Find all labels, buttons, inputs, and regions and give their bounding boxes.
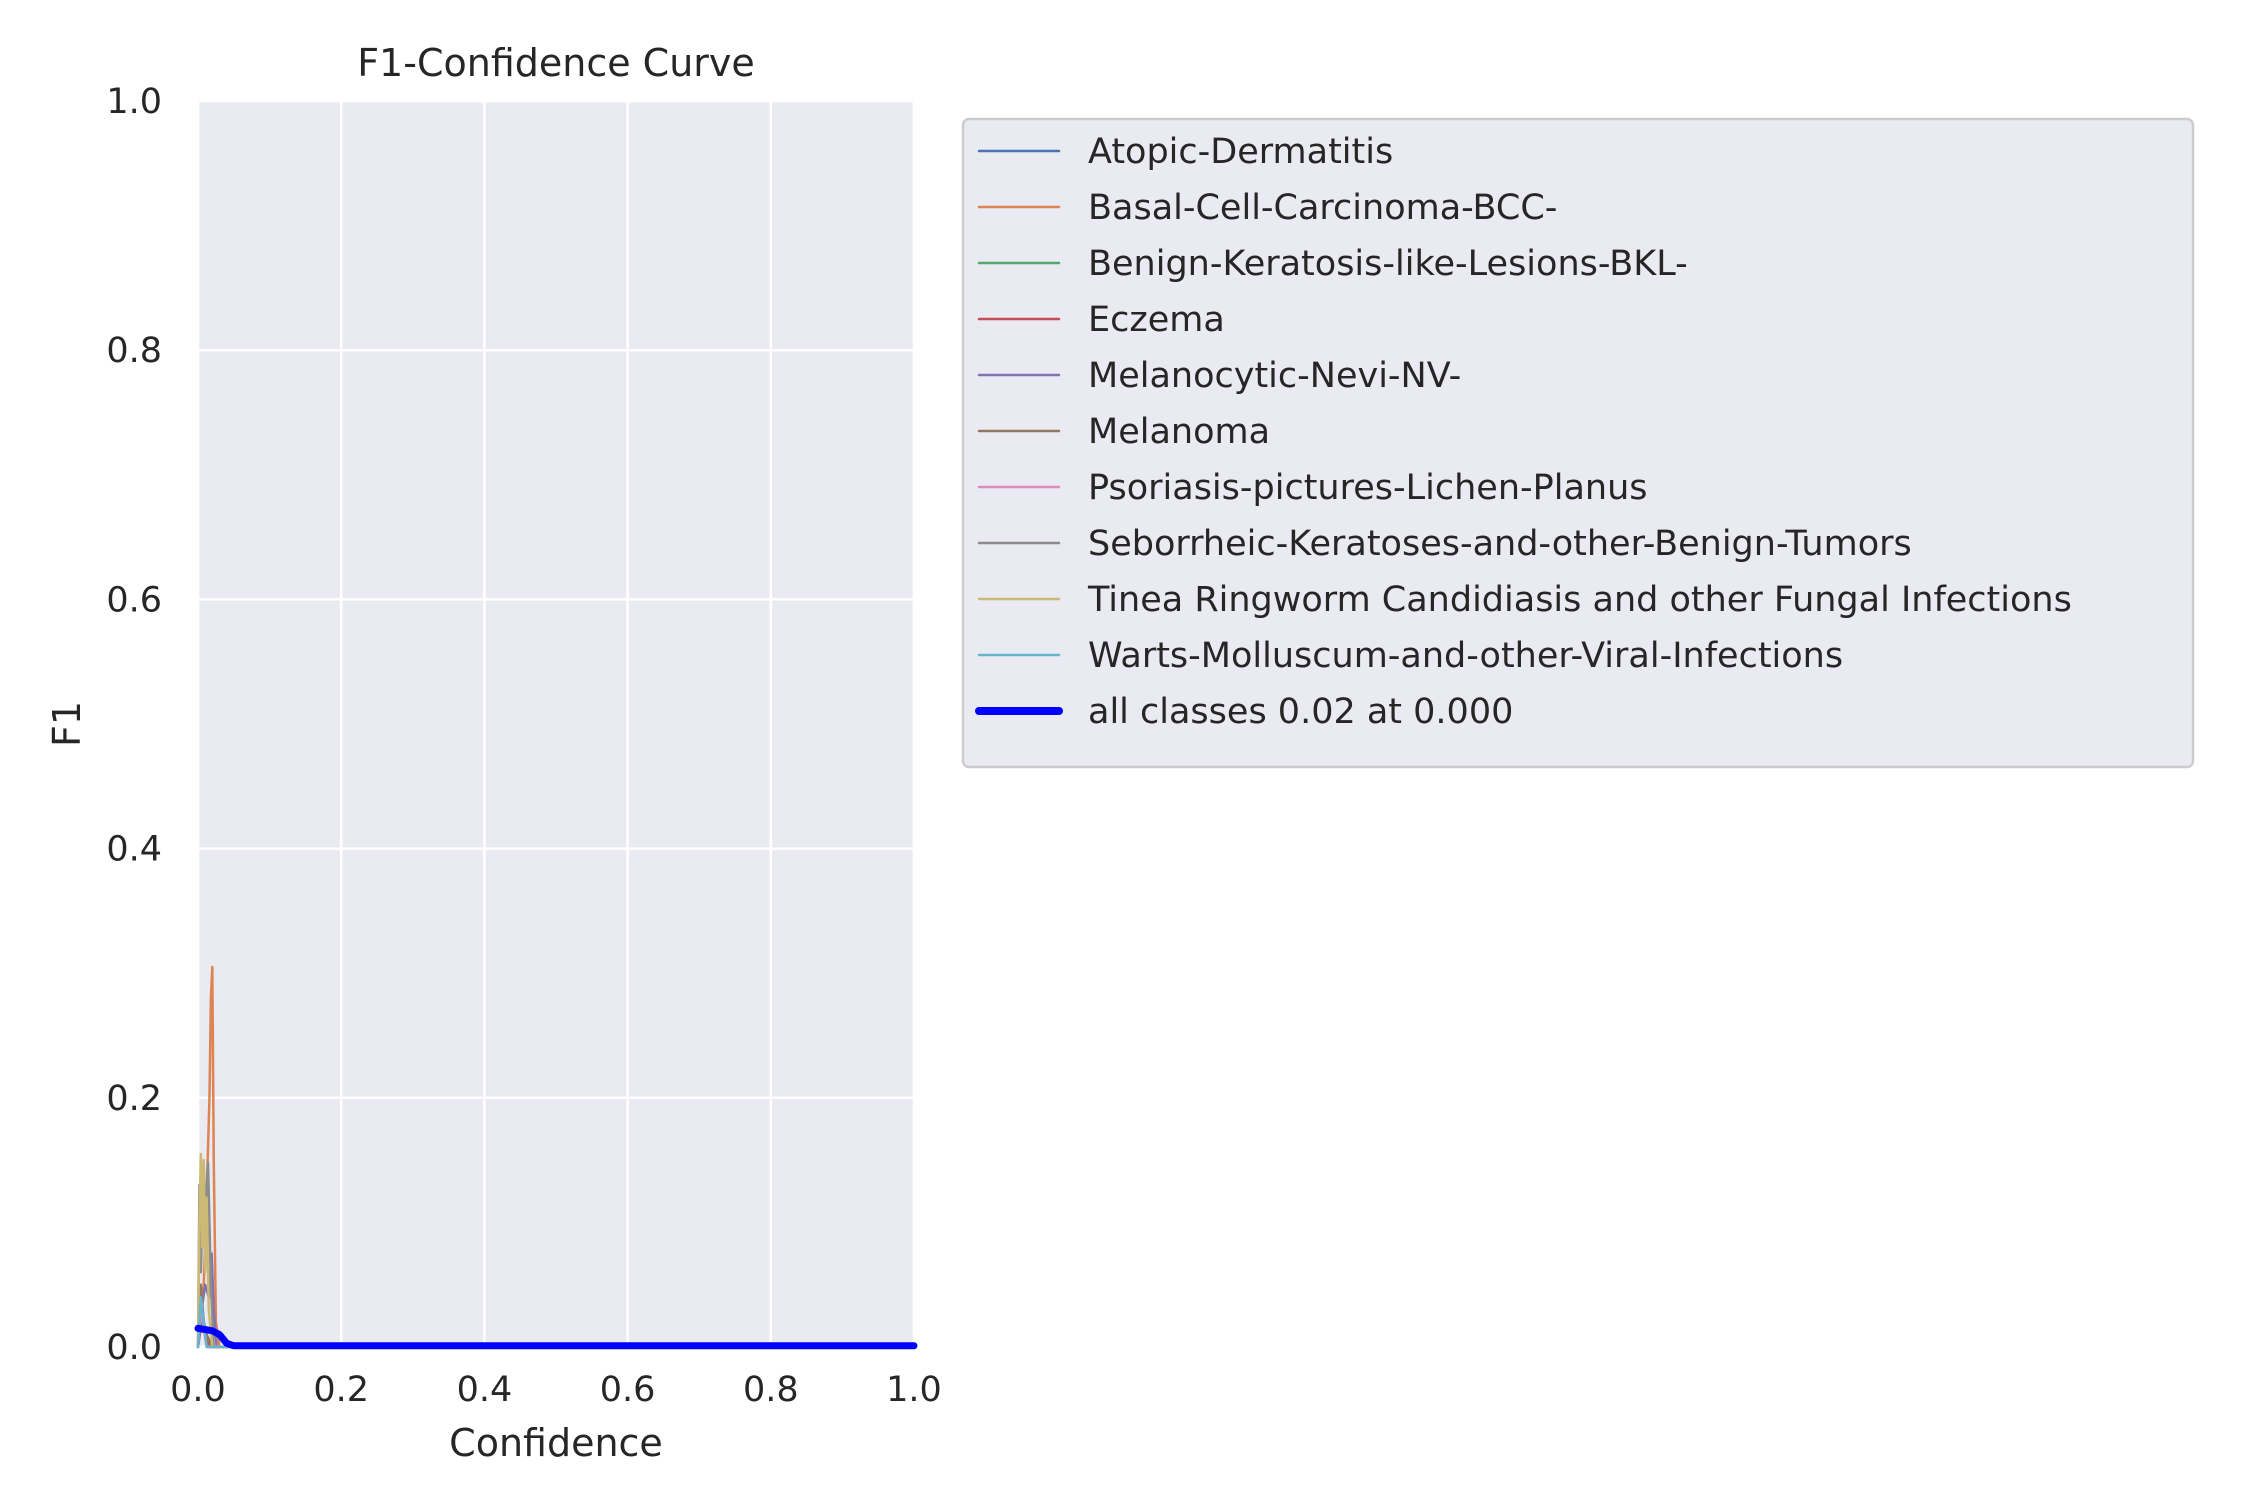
legend-entry: Melanoma [1088,412,1270,452]
legend-entry: Atopic-Dermatitis [1088,132,1393,172]
chart-title: F1-Confidence Curve [357,41,755,85]
y-tick-label: 1.0 [106,82,162,122]
y-tick-labels: 0.0 0.2 0.4 0.6 0.8 1.0 [106,82,162,1368]
legend-entry: Melanocytic-Nevi-NV- [1088,356,1461,396]
series-lines [194,965,918,1350]
plot-background [198,101,914,1347]
legend-entry: Tinea Ringworm Candidiasis and other Fun… [1087,580,2072,620]
y-axis-label: F1 [45,701,89,747]
legend-box [961,117,2195,769]
y-tick-label: 0.2 [106,1079,162,1119]
legend-entry: Basal-Cell-Carcinoma-BCC- [1088,188,1557,228]
y-tick-label: 0.4 [106,830,162,870]
y-tick-label: 0.0 [106,1328,162,1368]
x-tick-label: 0.0 [170,1370,226,1410]
legend-entry: Benign-Keratosis-like-Lesions-BKL- [1088,244,1688,284]
y-tick-label: 0.8 [106,331,162,371]
legend-entry: Psoriasis-pictures-Lichen-Planus [1088,468,1648,508]
legend-entry: Seborrheic-Keratoses-and-other-Benign-Tu… [1088,524,1912,564]
x-axis-label: Confidence [449,1421,663,1465]
x-tick-label: 0.8 [743,1370,799,1410]
legend-entry: Eczema [1088,300,1225,340]
x-tick-labels: 0.0 0.2 0.4 0.6 0.8 1.0 [170,1370,942,1410]
x-tick-label: 0.2 [313,1370,369,1410]
y-tick-label: 0.6 [106,580,162,620]
legend: Atopic-Dermatitis Basal-Cell-Carcinoma-BC… [961,117,2195,769]
grid-lines [196,99,916,1349]
legend-entry: Warts-Molluscum-and-other-Viral-Infectio… [1088,636,1843,676]
series-line-all-classes [194,1324,918,1350]
x-tick-label: 1.0 [886,1370,942,1410]
legend-entry: all classes 0.02 at 0.000 [1088,692,1513,732]
x-tick-label: 0.4 [457,1370,513,1410]
x-tick-label: 0.6 [600,1370,656,1410]
